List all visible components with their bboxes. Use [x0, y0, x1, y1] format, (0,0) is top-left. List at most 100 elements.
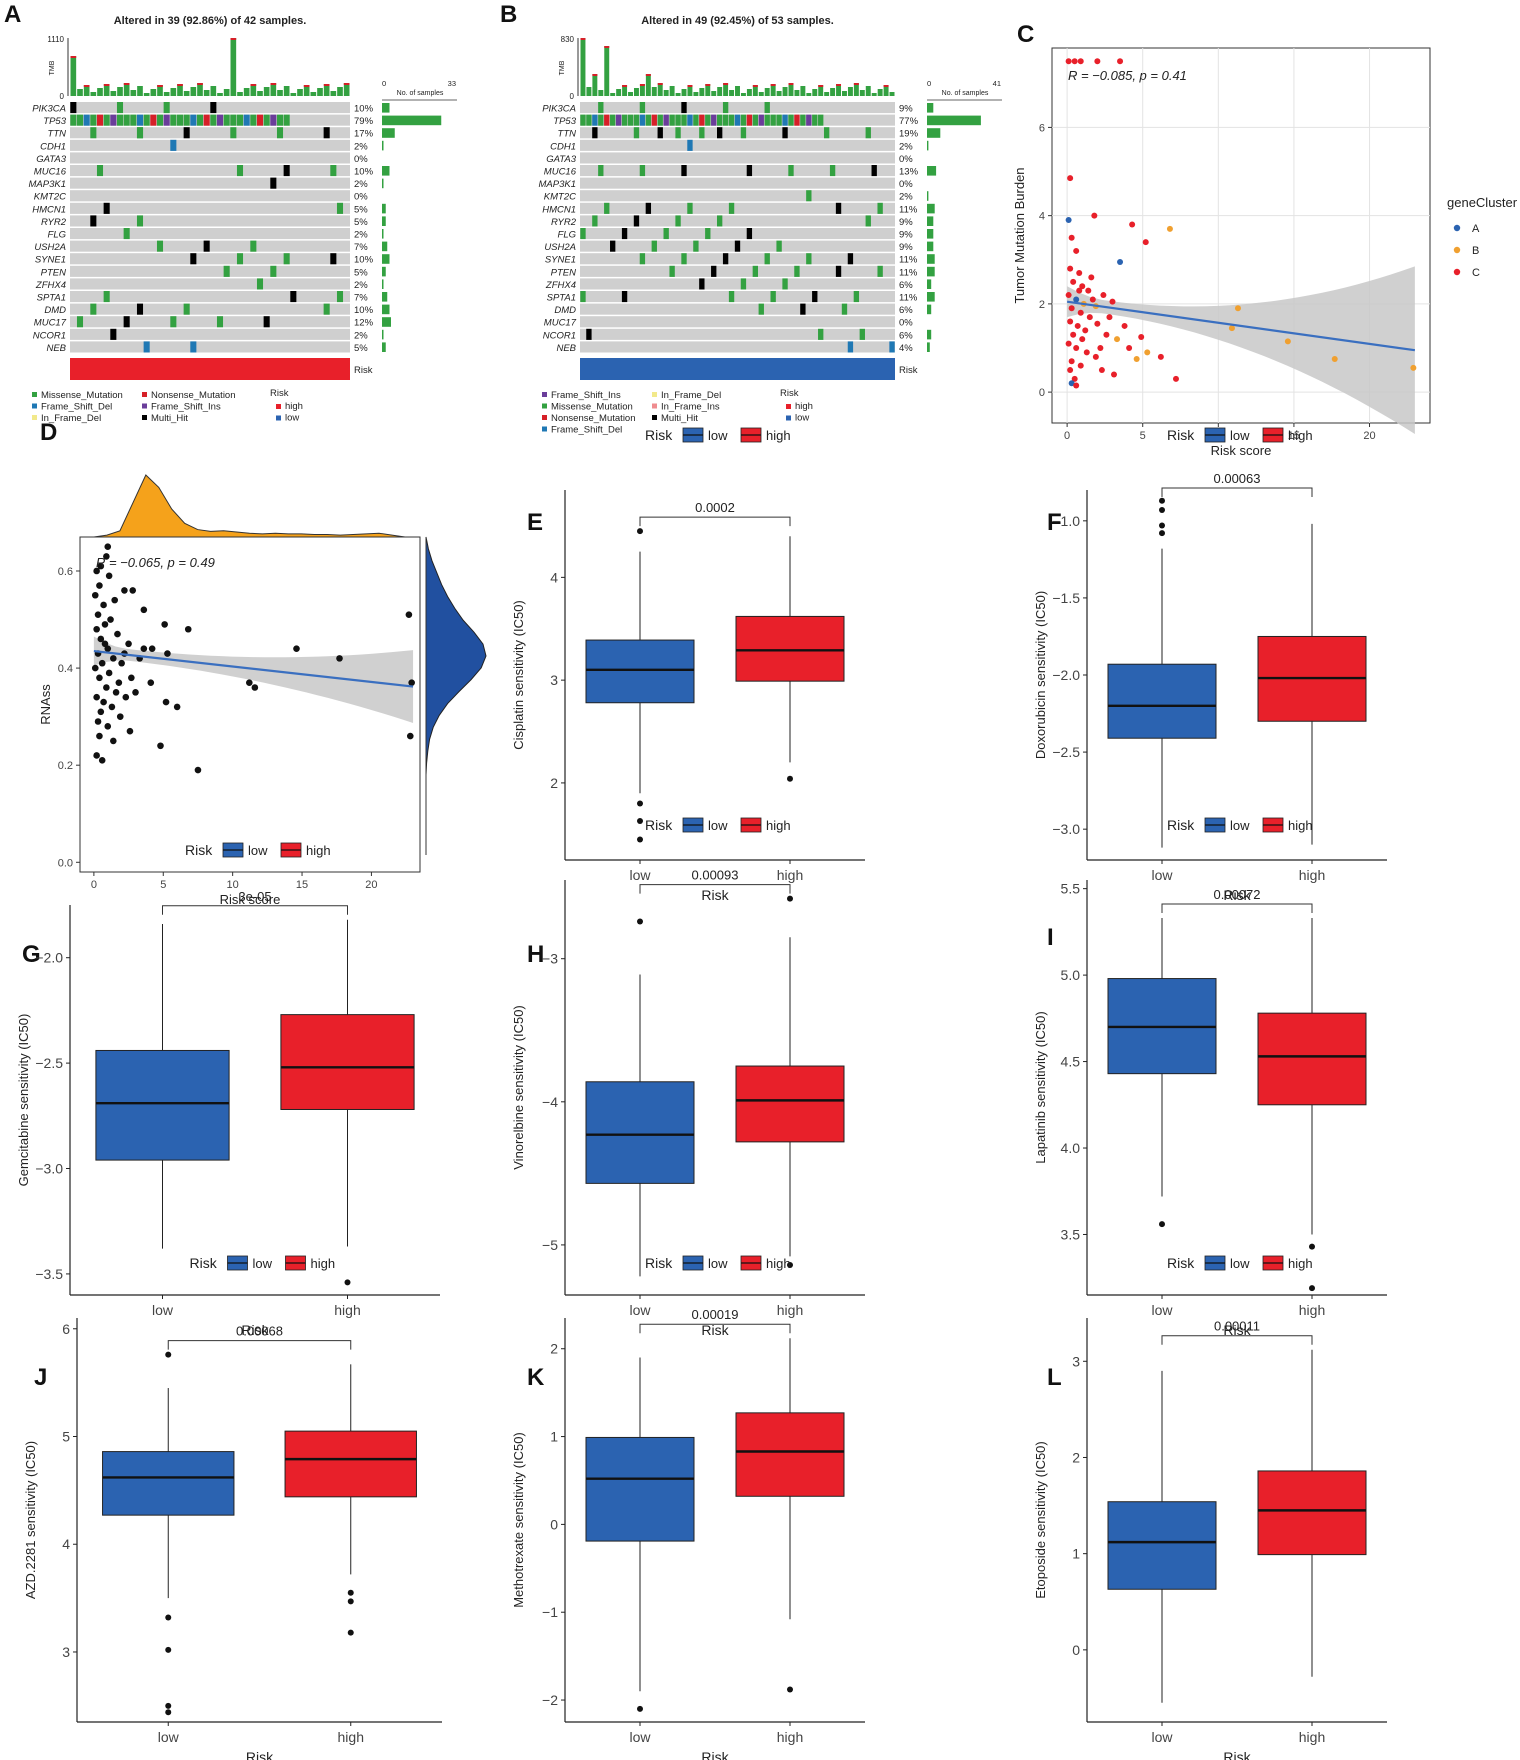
data-point [91, 664, 99, 672]
mutation-cell [216, 316, 224, 328]
gene-label: TP53 [43, 116, 66, 127]
data-point [140, 606, 148, 614]
data-point [1077, 58, 1084, 65]
mutation-cell [604, 202, 610, 214]
x-tick-label: low [629, 1302, 651, 1318]
significance-bracket [639, 1323, 791, 1334]
tmb-bar [889, 92, 895, 96]
tmb-bar [283, 86, 290, 96]
legend-item: Multi_Hit [661, 413, 698, 424]
data-point [1079, 336, 1086, 343]
mutation-cell [705, 228, 711, 240]
p-value-label: 0.00063 [1214, 471, 1261, 486]
data-point [1142, 239, 1149, 246]
legend-swatch [32, 403, 37, 409]
tmb-bar [183, 91, 190, 96]
mutation-cell [740, 114, 747, 126]
panel-letter-E: E [527, 509, 543, 536]
gene-row-bg [70, 114, 350, 126]
gene-label: DMD [44, 305, 66, 316]
data-point [251, 684, 259, 691]
y-tick-label: 5.5 [1061, 881, 1081, 897]
data-point [1106, 314, 1113, 321]
tmb-bar [639, 84, 645, 96]
legend-title: Risk [645, 817, 673, 833]
outlier-point [165, 1646, 172, 1653]
gene-percent: 7% [354, 293, 368, 304]
gene-label: GATA3 [546, 154, 576, 165]
boxplot-panel-E: 2 3 4 low high Risk Cisplatin sensitivity (IC5… [511, 427, 865, 903]
mutation-cell [110, 328, 117, 340]
data-point [173, 703, 181, 711]
data-point [1157, 353, 1164, 360]
tmb-bar [277, 90, 283, 96]
mutation-cell [681, 114, 687, 126]
data-point [1098, 367, 1105, 374]
legend-item: In_Frame_Ins [661, 402, 720, 413]
mutation-cell [818, 114, 824, 126]
legend-swatch [542, 415, 547, 420]
outlier-point [347, 1629, 354, 1636]
data-point [1114, 336, 1121, 343]
significance-bracket [162, 905, 348, 915]
tmb-bar [586, 87, 592, 96]
data-point [1067, 175, 1074, 182]
p-value-label: 0.00011 [1214, 1319, 1260, 1334]
y-tick-label: −2 [542, 1692, 558, 1708]
data-point [1117, 58, 1124, 65]
gene-count-bar [382, 254, 390, 264]
gene-percent: 9% [899, 217, 913, 228]
outlier-point [637, 1705, 643, 1712]
gene-label: USH2A [34, 242, 66, 253]
risk-annotation-label: Risk [899, 365, 918, 376]
data-point [1129, 221, 1136, 228]
panel-letter-K: K [527, 1364, 545, 1391]
mutation-cell [615, 114, 622, 126]
box-low [585, 1081, 695, 1184]
mutation-cell [663, 228, 669, 240]
mutation-cell [705, 114, 711, 126]
risk-annotation-label: Risk [354, 365, 373, 376]
mutation-cell [580, 228, 586, 240]
y-tick-label: −2.5 [1052, 744, 1080, 760]
mutation-cell [722, 102, 729, 114]
legend-risk-item: high [285, 401, 303, 412]
mutation-cell [776, 114, 782, 126]
tmb-bar-top [177, 84, 183, 86]
mutation-cell [746, 114, 753, 126]
gene-row-bg [580, 278, 895, 290]
mutation-cell [657, 127, 663, 139]
gene-label: CDH1 [40, 141, 66, 152]
outlier-point [165, 1614, 172, 1621]
mutation-cell [183, 303, 190, 315]
legend-swatch [542, 426, 547, 432]
gene-percent: 0% [899, 179, 913, 190]
gene-count-bar [927, 203, 935, 214]
panel-letter-A: A [4, 1, 21, 28]
gene-percent: 0% [899, 318, 913, 329]
mutation-cell [90, 127, 97, 139]
data-point [406, 732, 414, 740]
y-tick-label: −2.5 [35, 1055, 63, 1071]
y-tick-label: 2 [550, 1341, 558, 1357]
x-axis-label: Risk [241, 1322, 269, 1338]
mutation-cell [230, 127, 237, 139]
data-point [1284, 338, 1291, 345]
tmb-bar [669, 86, 675, 96]
mutation-cell [103, 114, 110, 126]
cluster-legend-item: B [1472, 245, 1479, 257]
x-tick-label: low [1151, 1302, 1173, 1318]
mutation-cell [752, 265, 759, 277]
x-tick-label: high [1299, 867, 1325, 883]
data-point [1070, 278, 1077, 285]
significance-bracket [639, 884, 791, 894]
legend-swatch [542, 392, 547, 397]
mutation-cell [250, 114, 257, 126]
mutation-cell [176, 114, 184, 126]
mutation-cell [276, 114, 284, 126]
gene-row-bg [580, 291, 895, 303]
tmb-bar [859, 90, 865, 96]
gene-row-bg [70, 127, 350, 139]
outlier-point [787, 1686, 793, 1693]
